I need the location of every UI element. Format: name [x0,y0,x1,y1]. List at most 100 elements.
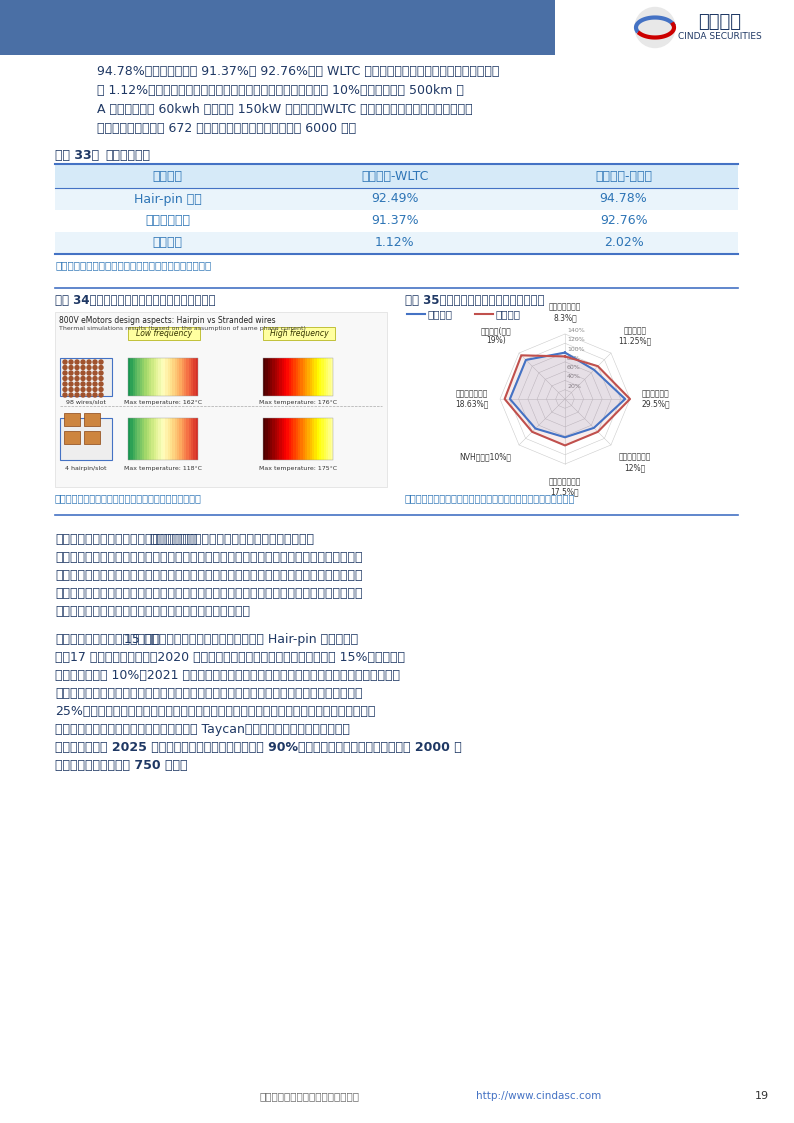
Polygon shape [510,353,625,437]
Bar [293,418,295,460]
Bar [84,431,100,444]
Bar [154,358,156,396]
Bar [177,358,179,396]
Bar [314,418,317,460]
Text: 电机效率对比: 电机效率对比 [105,149,150,162]
Circle shape [69,387,73,392]
Circle shape [75,371,79,375]
Bar [133,358,135,396]
Bar [330,418,333,460]
Text: 120%: 120% [567,337,584,343]
Text: 15 年开始，丰田在四代普锐斯上应用了 Hair-pin 扁线绕组电: 15 年开始，丰田在四代普锐斯上应用了 Hair-pin 扁线绕组电 [125,633,358,646]
Text: 图表 33：: 图表 33： [55,149,99,162]
Bar [326,418,329,460]
Bar [137,358,140,396]
Circle shape [75,365,79,369]
Circle shape [93,376,97,381]
Bar [300,358,303,396]
Text: 资料来源：盖世汽车新能源，马瑞利，信达证券研发中心: 资料来源：盖世汽车新能源，马瑞利，信达证券研发中心 [55,493,202,503]
Bar [270,358,272,396]
Bar [307,358,310,396]
Text: A 级轿车，搭载 60kwh 电池包和 150kW 电机为例，WLTC 工况下，同样工作效率下搭载扁线: A 级轿车，搭载 60kwh 电池包和 150kW 电机为例，WLTC 工况下，… [97,103,472,116]
Text: 20%: 20% [567,384,581,389]
Bar [265,418,268,460]
Text: 圆线电机: 圆线电机 [428,309,453,319]
Text: 2.02%: 2.02% [603,237,643,249]
Text: 端部扭头和焊接。想批量化高效率生产，需要建立自动化产线，产线和设备投入较大，且量产: 端部扭头和焊接。想批量化高效率生产，需要建立自动化产线，产线和设备投入较大，且量… [55,587,363,600]
Bar [305,418,307,460]
Text: 发卡电机: 发卡电机 [496,309,521,319]
Bar [284,358,287,396]
Bar [184,418,187,460]
Bar [145,358,147,396]
Bar [293,358,295,396]
Bar [268,358,270,396]
Bar [163,418,165,460]
Bar [298,418,300,460]
Circle shape [99,376,103,381]
Bar [64,431,80,444]
Circle shape [635,8,675,47]
Bar [189,418,191,460]
Bar [128,327,200,340]
Bar [175,358,177,396]
Bar [55,312,387,487]
Circle shape [87,393,91,398]
Bar [329,418,330,460]
Bar [128,358,130,396]
Bar [289,358,291,396]
Bar [55,188,738,210]
Bar [195,358,198,396]
Bar [298,358,300,396]
Text: 线电机，特斯拉换装国产扁线电机，我国扁线电机渗透率已与全球扁线电机渗透率同步增长至: 线电机，特斯拉换装国产扁线电机，我国扁线电机渗透率已与全球扁线电机渗透率同步增长… [55,687,363,700]
Bar [277,418,279,460]
Bar [163,358,165,396]
Text: Thermal simulations results (based on the assumption of same phase current): Thermal simulations results (based on th… [59,326,306,331]
Bar [154,418,156,460]
Circle shape [63,393,67,398]
Text: 请阅读最后一页免责声明及信息披露: 请阅读最后一页免责声明及信息披露 [260,1092,360,1101]
Bar [263,418,333,460]
Bar [156,418,158,460]
Circle shape [93,382,97,386]
Bar [263,327,335,340]
Bar [265,358,268,396]
Text: 材料成本（下降
8.3%）: 材料成本（下降 8.3%） [549,302,581,322]
Bar [305,358,307,396]
Circle shape [87,360,91,364]
Text: 40%: 40% [567,374,581,380]
Bar [133,418,135,460]
Bar [170,418,172,460]
Circle shape [93,393,97,398]
Text: 电机效率: 电机效率 [152,170,183,183]
Text: Max temperature: 118°C: Max temperature: 118°C [124,466,202,471]
Bar [191,418,193,460]
Bar [152,418,154,460]
Bar [60,418,112,460]
Bar [272,418,275,460]
Bar [291,418,293,460]
Bar [303,418,305,460]
Bar [322,358,324,396]
Bar [0,0,555,55]
Text: Low frequency: Low frequency [136,329,192,338]
Bar [179,418,182,460]
Text: 100%: 100% [567,347,584,351]
Text: 增加到双电机，例如保时捷首款纯电动跑车 Taycan，甚至部分车型会搭配三电机。: 增加到双电机，例如保时捷首款纯电动跑车 Taycan，甚至部分车型会搭配三电机。 [55,723,350,736]
Circle shape [75,382,79,386]
Circle shape [81,360,85,364]
Circle shape [87,382,91,386]
Bar [282,418,284,460]
Circle shape [93,360,97,364]
Bar [168,358,170,396]
Bar [295,358,298,396]
Circle shape [69,376,73,381]
Bar [172,358,175,396]
Bar [195,418,198,460]
Circle shape [75,387,79,392]
Text: 资料来源：今日电机，福建芝达电器，信达证券研发中心: 资料来源：今日电机，福建芝达电器，信达证券研发中心 [55,261,211,270]
Bar [277,358,279,396]
Text: 扁线电机的制造从扁线原材料、生产设备、生产流: 扁线电机的制造从扁线原材料、生产设备、生产流 [149,533,314,546]
Bar [187,418,189,460]
Bar [310,358,312,396]
